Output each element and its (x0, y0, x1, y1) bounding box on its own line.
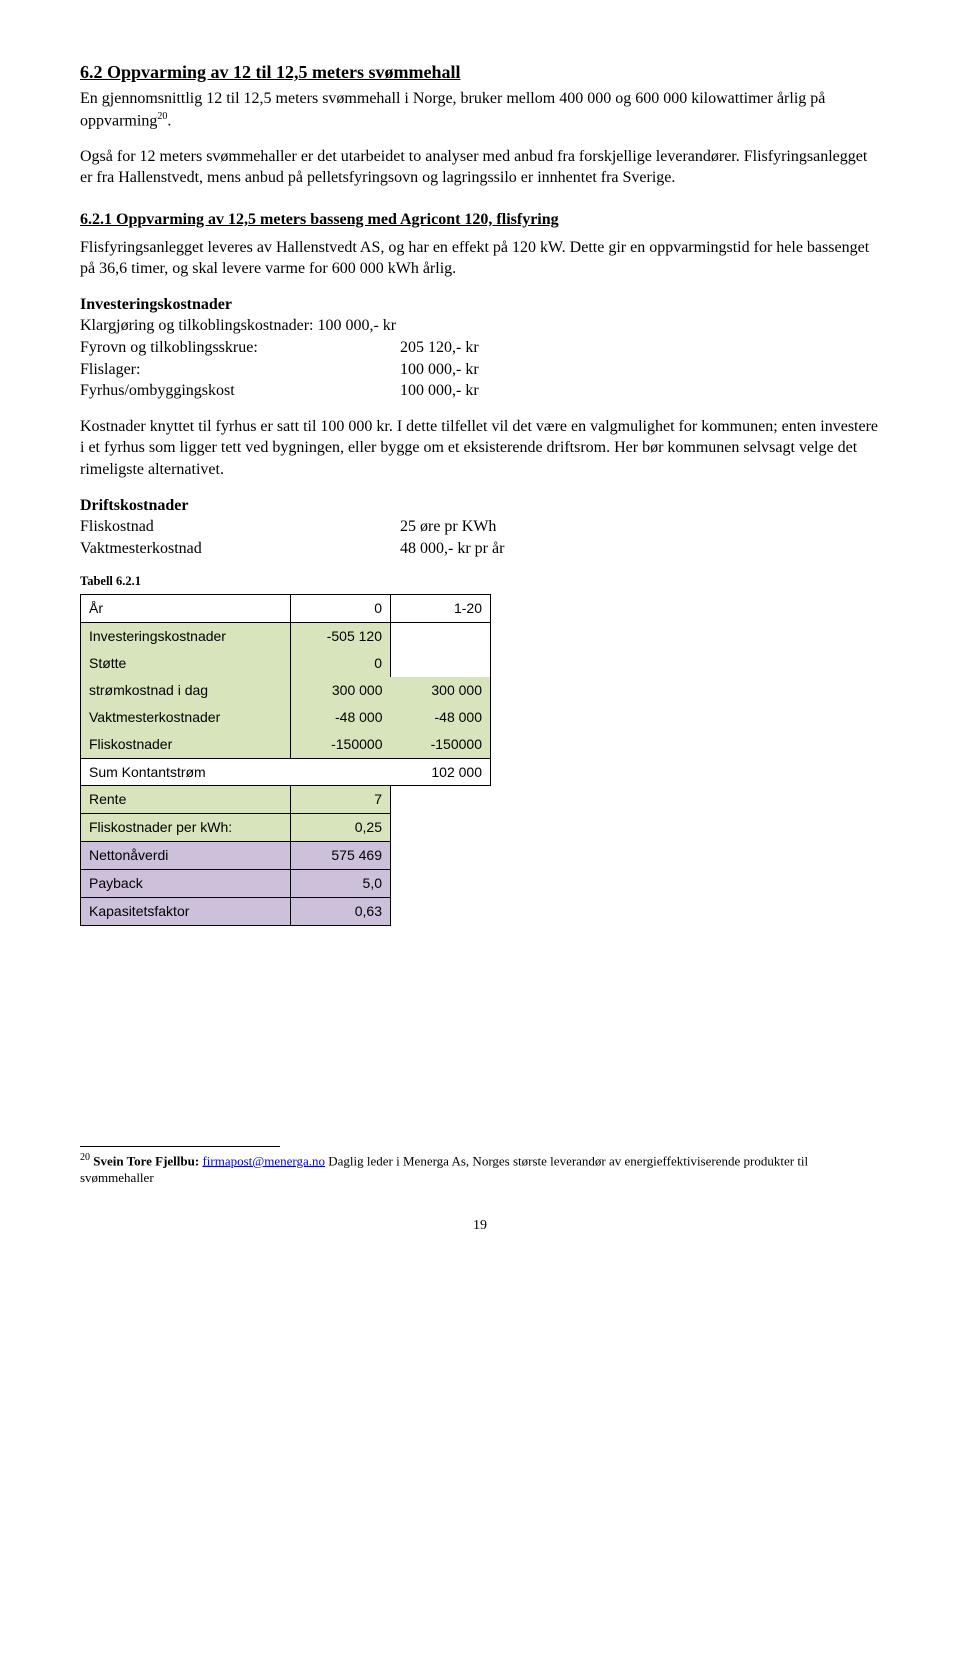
section-para1: En gjennomsnittlig 12 til 12,5 meters sv… (80, 88, 880, 132)
invest-row: Fyrovn og tilkoblingsskrue: 205 120,- kr (80, 337, 880, 359)
cell: -48 000 (291, 704, 391, 731)
drift-heading: Driftskostnader (80, 495, 880, 517)
netto-label: Nettonåverdi (81, 842, 291, 870)
drift-value: 48 000,- kr pr år (400, 538, 504, 560)
cell: Fliskostnader (81, 731, 291, 758)
subsection-heading: 6.2.1 Oppvarming av 12,5 meters basseng … (80, 209, 880, 231)
table-row: Rente 7 (81, 786, 491, 814)
footnote-text: 20 Svein Tore Fjellbu: firmapost@menerga… (80, 1151, 860, 1187)
cell: Vaktmesterkostnader (81, 704, 291, 731)
para1-text: En gjennomsnittlig 12 til 12,5 meters sv… (80, 90, 825, 129)
kap-label: Kapasitetsfaktor (81, 897, 291, 925)
footnote-ref: 20 (157, 111, 167, 122)
para1-after: . (167, 112, 171, 129)
hdr-year: År (81, 595, 291, 623)
payback-label: Payback (81, 870, 291, 898)
cell: 0 (291, 650, 391, 677)
cell: -150000 (291, 731, 391, 758)
invest-row: Flislager: 100 000,- kr (80, 359, 880, 381)
cell: -150000 (391, 731, 491, 758)
table-row: År 0 1-20 (81, 595, 491, 623)
table-row: Støtte 0 (81, 650, 491, 677)
page-number: 19 (80, 1217, 880, 1236)
table-row: Fliskostnader per kWh: 0,25 (81, 814, 491, 842)
footnote-num: 20 (80, 1152, 90, 1163)
cell: Støtte (81, 650, 291, 677)
cost-table: År 0 1-20 Investeringskostnader -505 120… (80, 594, 491, 926)
cell (291, 758, 391, 786)
hdr-c2: 1-20 (391, 595, 491, 623)
rente-value: 7 (291, 786, 391, 814)
drift-value: 25 øre pr KWh (400, 516, 496, 538)
section-para2: Også for 12 meters svømmehaller er det u… (80, 146, 880, 189)
sum-value: 102 000 (391, 758, 491, 786)
table-row: Kapasitetsfaktor 0,63 (81, 897, 491, 925)
invest-value: 100 000,- kr (400, 380, 479, 402)
cell: strømkostnad i dag (81, 677, 291, 704)
table-row: Nettonåverdi 575 469 (81, 842, 491, 870)
flisk-value: 0,25 (291, 814, 391, 842)
kap-value: 0,63 (291, 897, 391, 925)
footnote-link[interactable]: firmapost@menerga.no (202, 1153, 325, 1168)
invest-value: 205 120,- kr (400, 337, 479, 359)
cell: 300 000 (391, 677, 491, 704)
cell: 300 000 (291, 677, 391, 704)
cell: Investeringskostnader (81, 623, 291, 650)
invest-value: 100 000,- kr (400, 359, 479, 381)
drift-label: Fliskostnad (80, 516, 400, 538)
invest-heading: Investeringskostnader (80, 294, 880, 316)
invest-label: Fyrhus/ombyggingskost (80, 380, 400, 402)
drift-row: Fliskostnad 25 øre pr KWh (80, 516, 880, 538)
footnote-separator (80, 1146, 280, 1147)
drift-label: Vaktmesterkostnad (80, 538, 400, 560)
table-row: Payback 5,0 (81, 870, 491, 898)
table-row: Sum Kontantstrøm 102 000 (81, 758, 491, 786)
payback-value: 5,0 (291, 870, 391, 898)
invest-row: Klargjøring og tilkoblingskostnader: 100… (80, 315, 880, 337)
invest-label: Flislager: (80, 359, 400, 381)
table-row: Investeringskostnader -505 120 (81, 623, 491, 650)
cell: -505 120 (291, 623, 391, 650)
table-row: strømkostnad i dag 300 000 300 000 (81, 677, 491, 704)
hdr-c1: 0 (291, 595, 391, 623)
table-row: Vaktmesterkostnader -48 000 -48 000 (81, 704, 491, 731)
sum-label: Sum Kontantstrøm (81, 758, 291, 786)
netto-value: 575 469 (291, 842, 391, 870)
sub-para1: Flisfyringsanlegget leveres av Hallenstv… (80, 237, 880, 280)
table-caption: Tabell 6.2.1 (80, 573, 880, 590)
invest-row: Fyrhus/ombyggingskost 100 000,- kr (80, 380, 880, 402)
invest-label: Fyrovn og tilkoblingsskrue: (80, 337, 400, 359)
cell (391, 623, 491, 650)
flisk-label: Fliskostnader per kWh: (81, 814, 291, 842)
cell: -48 000 (391, 704, 491, 731)
cell (391, 650, 491, 677)
sub-para2: Kostnader knyttet til fyrhus er satt til… (80, 416, 880, 481)
footnote-before: Svein Tore Fjellbu: (90, 1153, 202, 1168)
table-row: Fliskostnader -150000 -150000 (81, 731, 491, 758)
section-heading: 6.2 Oppvarming av 12 til 12,5 meters svø… (80, 60, 880, 84)
rente-label: Rente (81, 786, 291, 814)
drift-row: Vaktmesterkostnad 48 000,- kr pr år (80, 538, 880, 560)
invest-label: Klargjøring og tilkoblingskostnader: 100… (80, 315, 400, 337)
